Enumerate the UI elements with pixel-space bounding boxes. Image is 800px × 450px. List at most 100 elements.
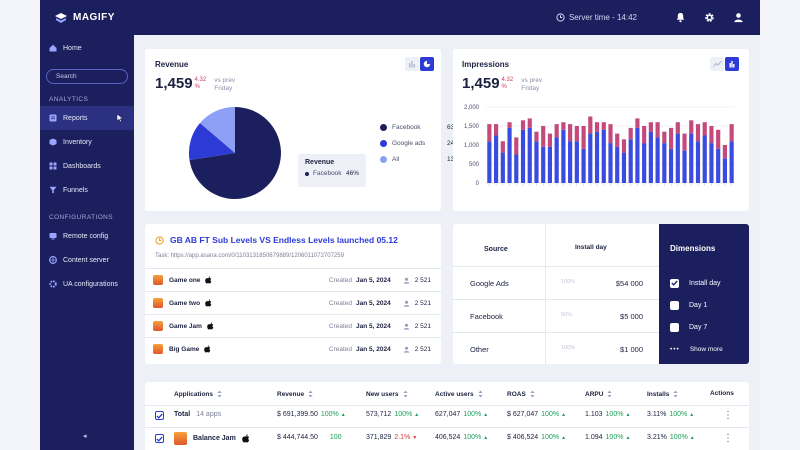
- bar-segment-primary[interactable]: [608, 143, 613, 183]
- bar-segment-secondary[interactable]: [527, 118, 532, 128]
- bar-segment-secondary[interactable]: [568, 124, 573, 142]
- bar-segment-primary[interactable]: [689, 133, 694, 183]
- col-revenue[interactable]: Revenue: [277, 390, 313, 398]
- app-name-total[interactable]: Total 14 apps: [174, 411, 221, 418]
- bar-segment-secondary[interactable]: [487, 124, 492, 142]
- bar-segment-secondary[interactable]: [500, 141, 505, 153]
- sidebar-item-funnels[interactable]: Funnels: [40, 178, 134, 202]
- bar-segment-primary[interactable]: [527, 127, 532, 183]
- task-row[interactable]: Game Jam Created Jan 5, 2024 2 521: [145, 314, 441, 337]
- bar-segment-secondary[interactable]: [702, 122, 707, 136]
- bar-segment-secondary[interactable]: [514, 137, 519, 155]
- sidebar-item-home[interactable]: Home: [40, 36, 134, 60]
- bar-segment-primary[interactable]: [534, 141, 539, 183]
- bar-segment-primary[interactable]: [668, 148, 674, 183]
- bar-segment-secondary[interactable]: [628, 127, 633, 140]
- task-title[interactable]: GB AB FT Sub Levels VS Endless Levels la…: [170, 235, 398, 245]
- bar-segment-secondary[interactable]: [642, 126, 647, 144]
- pie-slice-all[interactable]: [200, 106, 235, 153]
- line-view-button[interactable]: [710, 57, 724, 71]
- bar-segment-secondary[interactable]: [655, 122, 660, 138]
- bar-segment-primary[interactable]: [648, 131, 653, 183]
- bar-segment-primary[interactable]: [514, 154, 519, 184]
- show-more-button[interactable]: ••• Show more: [659, 338, 749, 360]
- bar-segment-secondary[interactable]: [608, 124, 613, 144]
- bar-segment-secondary[interactable]: [695, 124, 701, 142]
- bar-view-button[interactable]: [405, 57, 419, 71]
- sidebar-item-inventory[interactable]: Inventory: [40, 130, 134, 154]
- pie-slice-facebook[interactable]: [189, 107, 281, 199]
- col-new-users[interactable]: New users: [366, 390, 408, 398]
- bar-segment-primary[interactable]: [594, 131, 600, 183]
- bar-segment-secondary[interactable]: [574, 126, 579, 142]
- user-icon[interactable]: [733, 12, 744, 23]
- pie-slice-google-ads[interactable]: [188, 123, 235, 160]
- dimension-install-day[interactable]: Install day: [659, 272, 749, 294]
- bar-segment-primary[interactable]: [581, 148, 586, 183]
- bar-segment-primary[interactable]: [642, 143, 647, 183]
- col-arpu[interactable]: ARPU: [585, 390, 612, 398]
- app-name-balance-jam[interactable]: Balance Jam: [174, 432, 250, 445]
- bar-segment-primary[interactable]: [541, 146, 546, 183]
- task-subtitle[interactable]: Task: https://app.asana.com/0/1103131850…: [155, 253, 344, 259]
- bar-segment-secondary[interactable]: [682, 133, 687, 151]
- bar-segment-secondary[interactable]: [541, 126, 546, 147]
- bar-segment-secondary[interactable]: [662, 131, 667, 144]
- bar-segment-primary[interactable]: [615, 146, 620, 183]
- bar-segment-primary[interactable]: [487, 141, 492, 183]
- col-roas[interactable]: ROAS: [507, 390, 535, 398]
- bar-segment-primary[interactable]: [621, 152, 627, 183]
- bar-segment-primary[interactable]: [729, 141, 734, 183]
- sidebar-item-content-server[interactable]: Content server: [40, 248, 134, 272]
- bar-segment-primary[interactable]: [722, 158, 727, 183]
- search-input[interactable]: Search: [46, 69, 128, 84]
- bar-segment-primary[interactable]: [520, 129, 526, 183]
- bar-segment-primary[interactable]: [494, 135, 499, 184]
- row-actions-kebab-icon[interactable]: ⋮: [723, 433, 733, 444]
- bar-segment-secondary[interactable]: [594, 122, 600, 132]
- bar-segment-secondary[interactable]: [494, 124, 499, 136]
- bar-segment-primary[interactable]: [507, 127, 512, 183]
- bar-segment-secondary[interactable]: [722, 145, 727, 159]
- bar-segment-primary[interactable]: [588, 133, 593, 183]
- bar-segment-secondary[interactable]: [520, 120, 526, 130]
- bar-segment-secondary[interactable]: [561, 122, 566, 130]
- dimension-day-7[interactable]: Day 7: [659, 316, 749, 338]
- bar-segment-secondary[interactable]: [615, 133, 620, 147]
- collapse-sidebar-icon[interactable]: ◂: [83, 433, 87, 440]
- bar-segment-primary[interactable]: [695, 141, 701, 183]
- task-row[interactable]: Game one Created Jan 5, 2024 2 521: [145, 268, 441, 291]
- bar-segment-secondary[interactable]: [689, 120, 694, 134]
- bar-segment-secondary[interactable]: [507, 122, 512, 128]
- col-applications[interactable]: Applications: [174, 390, 222, 398]
- bar-segment-secondary[interactable]: [581, 126, 586, 149]
- col-installs[interactable]: Installs: [647, 390, 678, 398]
- bar-segment-secondary[interactable]: [668, 127, 674, 149]
- bar-segment-primary[interactable]: [662, 143, 667, 183]
- bar-segment-primary[interactable]: [547, 146, 553, 183]
- bar-segment-secondary[interactable]: [547, 133, 553, 147]
- col-active-users[interactable]: Active users: [435, 390, 483, 398]
- bar-segment-primary[interactable]: [635, 127, 640, 183]
- bar-segment-primary[interactable]: [675, 133, 680, 183]
- dimension-day-1[interactable]: Day 1: [659, 294, 749, 316]
- bar-segment-primary[interactable]: [500, 152, 505, 183]
- bar-view-button-active[interactable]: [725, 57, 739, 71]
- bar-segment-primary[interactable]: [568, 141, 573, 183]
- bar-segment-secondary[interactable]: [588, 116, 593, 134]
- sidebar-item-dashboards[interactable]: Dashboards: [40, 154, 134, 178]
- bar-segment-primary[interactable]: [655, 137, 660, 183]
- bar-segment-secondary[interactable]: [601, 122, 606, 130]
- checkbox-unchecked[interactable]: [670, 322, 679, 332]
- bar-segment-secondary[interactable]: [675, 122, 680, 134]
- bar-segment-primary[interactable]: [554, 137, 559, 183]
- row-actions-kebab-icon[interactable]: ⋮: [723, 410, 733, 421]
- bar-segment-secondary[interactable]: [621, 139, 627, 153]
- bar-segment-secondary[interactable]: [716, 129, 721, 149]
- bar-segment-primary[interactable]: [628, 139, 633, 183]
- bell-icon[interactable]: [675, 12, 686, 23]
- row-checkbox[interactable]: [155, 411, 164, 420]
- bar-segment-secondary[interactable]: [709, 126, 714, 144]
- sidebar-item-reports[interactable]: Reports: [40, 106, 134, 130]
- bar-segment-primary[interactable]: [601, 129, 606, 183]
